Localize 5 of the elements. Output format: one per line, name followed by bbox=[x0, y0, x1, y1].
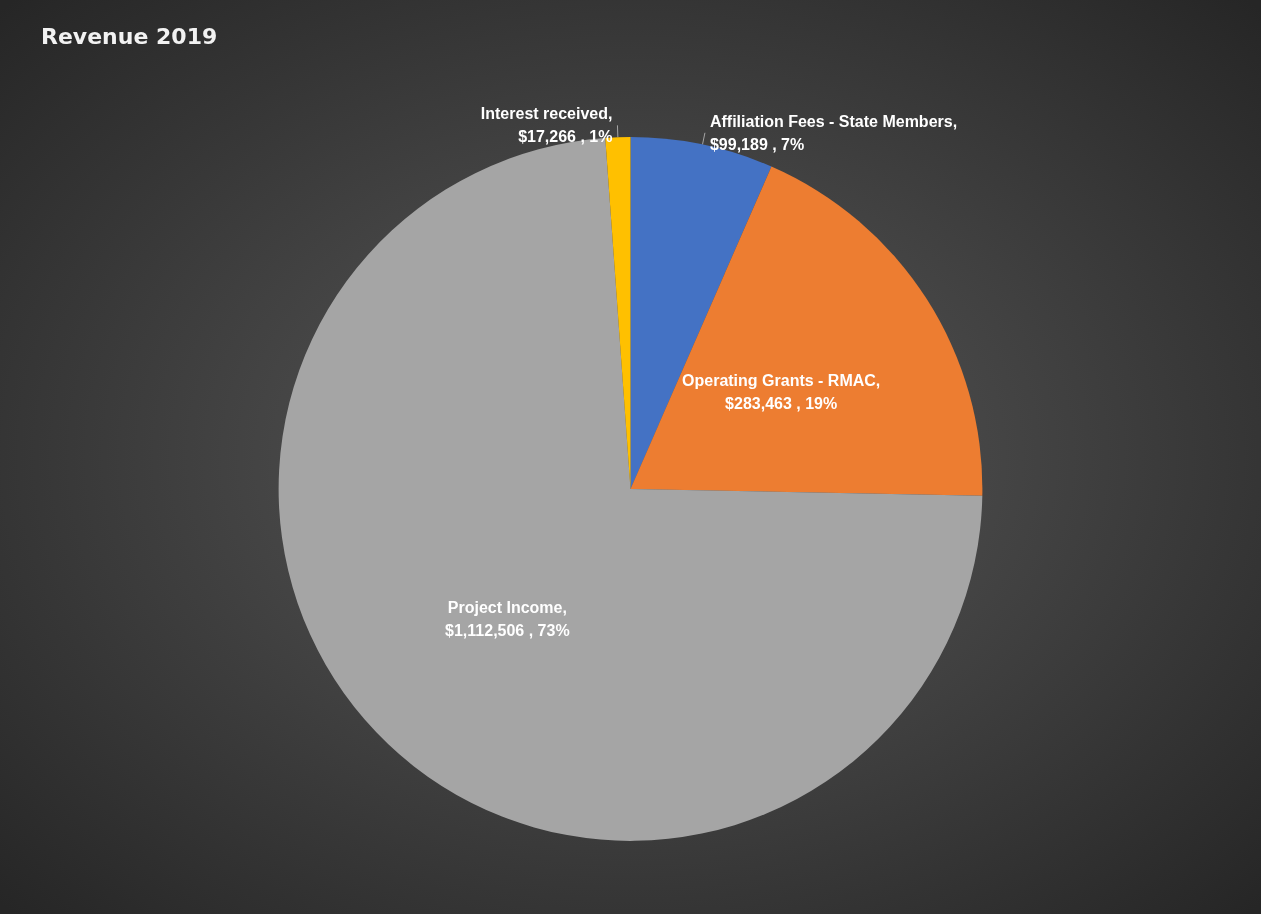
slice-label: Interest received, $17,266 , 1% bbox=[480, 105, 613, 146]
chart-title: Revenue 2019 bbox=[41, 23, 218, 49]
slice-label: Project Income, $1,112,506 , 73% bbox=[445, 598, 570, 639]
slice-label: Operating Grants - RMAC, $283,463 , 19% bbox=[682, 372, 881, 413]
slice-label: Affiliation Fees - State Members, $99,189 , 7% bbox=[709, 112, 958, 153]
